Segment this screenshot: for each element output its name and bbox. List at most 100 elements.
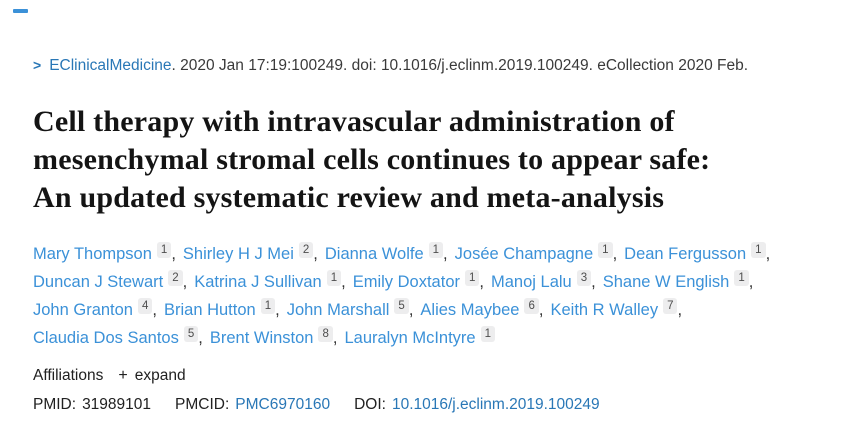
author: Shirley H J Mei 2,	[183, 240, 323, 268]
author-separator: ,	[171, 245, 176, 263]
author: Keith R Walley 7,	[550, 296, 687, 324]
doi-group: DOI: 10.1016/j.eclinm.2019.100249	[354, 396, 600, 414]
doi-link[interactable]: 10.1016/j.eclinm.2019.100249	[391, 396, 600, 413]
author-separator: ,	[677, 301, 683, 319]
author: Brian Hutton 1,	[164, 296, 285, 324]
author: Alies Maybee 6,	[420, 296, 548, 324]
pmid-group: PMID: 31989101	[33, 396, 151, 414]
author-link[interactable]: Brent Winston	[209, 329, 314, 347]
affiliation-superscript-link[interactable]: 1	[326, 270, 342, 286]
authors-list: Mary Thompson 1, Shirley H J Mei 2, Dianna W…	[33, 240, 837, 352]
citation-details: . 2020 Jan 17:19:100249. doi: 10.1016/j.…	[171, 57, 749, 74]
affiliation-superscript-link[interactable]: 2	[298, 242, 314, 258]
author: Josée Champagne 1,	[455, 240, 623, 268]
affiliation-superscript-link[interactable]: 7	[663, 298, 678, 314]
author: Katrina J Sullivan 1,	[194, 268, 350, 296]
author-separator: ,	[748, 273, 754, 291]
author-link[interactable]: Lauralyn McIntyre	[344, 329, 476, 347]
affiliation-superscript-link[interactable]: 1	[465, 270, 480, 286]
author-link[interactable]: Keith R Walley	[550, 301, 659, 319]
author-link[interactable]: Shane W English	[602, 273, 730, 291]
author-link[interactable]: Alies Maybee	[420, 301, 520, 319]
author-separator: ,	[443, 245, 448, 263]
author-separator: ,	[538, 301, 544, 319]
author-link[interactable]: Dianna Wolfe	[324, 245, 424, 263]
author: John Marshall 5,	[287, 296, 419, 324]
author-link[interactable]: Katrina J Sullivan	[194, 273, 322, 291]
author-separator: ,	[275, 301, 280, 319]
affiliation-superscript-link[interactable]: 1	[480, 326, 496, 342]
author: Emily Doxtator 1,	[353, 268, 489, 296]
pmcid-label: PMCID:	[175, 396, 230, 413]
article-title-line: Cell therapy with intravascular administ…	[33, 105, 675, 138]
pmid-value: 31989101	[82, 396, 152, 413]
affiliation-superscript-link[interactable]: 3	[576, 270, 592, 286]
affiliations-row: Affiliations + expand	[33, 367, 837, 385]
author-link[interactable]: Manoj Lalu	[491, 273, 572, 291]
author-separator: ,	[313, 245, 318, 263]
affiliation-superscript-link[interactable]: 4	[137, 298, 153, 314]
affiliation-superscript-link[interactable]: 1	[156, 242, 172, 258]
author-link[interactable]: Josée Champagne	[454, 245, 594, 263]
author-link[interactable]: Mary Thompson	[33, 245, 152, 263]
author-separator: ,	[152, 301, 157, 319]
partial-element-artifact	[13, 9, 28, 13]
author: Manoj Lalu 3,	[491, 268, 601, 296]
plus-icon: +	[118, 367, 128, 384]
journal-link[interactable]: EClinicalMedicine	[49, 57, 172, 74]
author-line: John Granton 4, Brian Hutton 1, John Marshal…	[33, 296, 837, 324]
author: Claudia Dos Santos 5,	[33, 324, 208, 352]
expand-affiliations-button[interactable]: + expand	[118, 367, 185, 385]
author-link[interactable]: Brian Hutton	[163, 301, 256, 319]
affiliation-superscript-link[interactable]: 1	[428, 242, 444, 258]
author-link[interactable]: Duncan J Stewart	[33, 273, 164, 291]
affiliation-superscript-link[interactable]: 5	[183, 326, 199, 342]
doi-label: DOI:	[354, 396, 386, 413]
author: Shane W English 1,	[603, 268, 759, 296]
author-link[interactable]: John Granton	[33, 301, 133, 319]
author-line: Mary Thompson 1, Shirley H J Mei 2, Dianna W…	[33, 240, 837, 268]
author: Dianna Wolfe 1,	[325, 240, 453, 268]
identifiers-row: PMID: 31989101 PMCID: PMC6970160 DOI: 10…	[33, 396, 837, 414]
author-link[interactable]: Dean Fergusson	[624, 245, 747, 263]
affiliation-superscript-link[interactable]: 8	[318, 326, 333, 342]
author-line: Duncan J Stewart 2, Katrina J Sullivan 1, Em…	[33, 268, 837, 296]
author-separator: ,	[182, 273, 188, 291]
affiliation-superscript-link[interactable]: 1	[598, 242, 613, 258]
chevron-right-icon[interactable]: >	[33, 57, 42, 73]
author: Duncan J Stewart 2,	[33, 268, 192, 296]
affiliation-superscript-link[interactable]: 5	[394, 298, 409, 314]
author-link[interactable]: Emily Doxtator	[352, 273, 460, 291]
author: Mary Thompson 1,	[33, 240, 181, 268]
author-link[interactable]: John Marshall	[286, 301, 390, 319]
affiliation-superscript-link[interactable]: 1	[751, 242, 766, 258]
citation-line: > EClinicalMedicine. 2020 Jan 17:19:1002…	[33, 55, 837, 76]
affiliations-label: Affiliations	[33, 367, 104, 384]
expand-label: expand	[134, 367, 186, 384]
author-link[interactable]: Claudia Dos Santos	[33, 329, 179, 347]
pmcid-link[interactable]: PMC6970160	[235, 396, 331, 413]
author-separator: ,	[591, 273, 596, 291]
affiliation-superscript-link[interactable]: 6	[524, 298, 539, 314]
author-separator: ,	[408, 301, 414, 319]
article-header-content: > EClinicalMedicine. 2020 Jan 17:19:1002…	[33, 55, 837, 414]
article-title-line: An updated systematic review and meta-an…	[33, 181, 665, 214]
affiliation-superscript-link[interactable]: 1	[260, 298, 276, 314]
article-title-line: mesenchymal stromal cells continues to a…	[33, 143, 711, 176]
pmcid-group: PMCID: PMC6970160	[175, 396, 330, 414]
author-separator: ,	[612, 245, 618, 263]
author-separator: ,	[332, 329, 338, 347]
author: Lauralyn McIntyre 1	[344, 324, 496, 352]
author-line: Claudia Dos Santos 5, Brent Winston 8, Laura…	[33, 324, 837, 352]
author-separator: ,	[479, 273, 484, 291]
citation-text: EClinicalMedicine. 2020 Jan 17:19:100249…	[49, 56, 748, 76]
author-separator: ,	[198, 329, 203, 347]
pmid-label: PMID:	[33, 396, 77, 413]
author-separator: ,	[765, 245, 771, 263]
author-separator: ,	[341, 273, 346, 291]
affiliation-superscript-link[interactable]: 1	[734, 270, 749, 286]
author-link[interactable]: Shirley H J Mei	[182, 245, 294, 263]
affiliation-superscript-link[interactable]: 2	[168, 270, 183, 286]
article-title: Cell therapy with intravascular administ…	[33, 103, 837, 217]
author: Brent Winston 8,	[210, 324, 343, 352]
